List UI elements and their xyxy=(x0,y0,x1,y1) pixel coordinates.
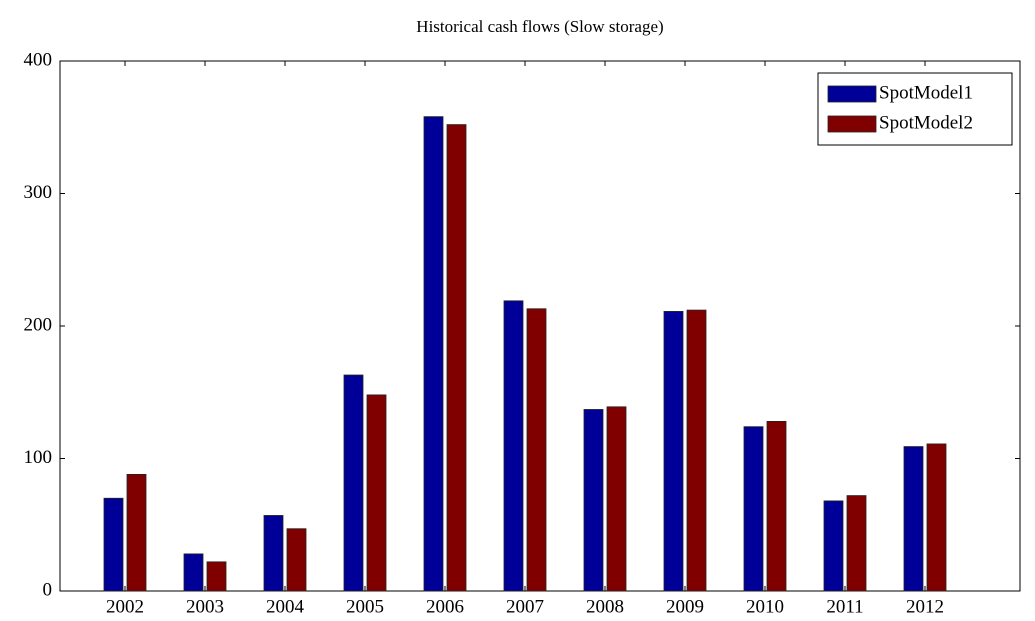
bar xyxy=(686,309,707,592)
y-tick-label: 0 xyxy=(43,579,53,600)
legend-label: SpotModel1 xyxy=(879,82,973,103)
bar xyxy=(503,300,524,592)
bar xyxy=(366,394,387,592)
bar xyxy=(606,406,627,592)
y-tick-label: 100 xyxy=(24,447,53,468)
legend-swatch xyxy=(827,85,877,103)
bar xyxy=(583,409,604,592)
bar xyxy=(526,308,547,592)
x-tick-label: 2012 xyxy=(906,596,944,617)
bar xyxy=(343,374,364,592)
x-tick-label: 2008 xyxy=(586,596,624,617)
bar xyxy=(423,116,444,592)
bar xyxy=(446,124,467,592)
x-tick-label: 2006 xyxy=(426,596,464,617)
bar xyxy=(823,500,844,592)
legend-box xyxy=(817,72,1013,146)
bar xyxy=(743,426,764,592)
legend-label: SpotModel2 xyxy=(879,112,973,133)
bar xyxy=(903,446,924,592)
bar xyxy=(286,528,307,592)
bar xyxy=(766,420,787,592)
x-tick-label: 2002 xyxy=(106,596,144,617)
bar xyxy=(926,443,947,592)
y-tick-label: 200 xyxy=(24,314,53,335)
x-tick-label: 2005 xyxy=(346,596,384,617)
bar xyxy=(103,497,124,592)
x-tick-label: 2003 xyxy=(186,596,224,617)
bar xyxy=(183,553,204,592)
chart-title: Historical cash flows (Slow storage) xyxy=(416,17,663,36)
x-tick-label: 2007 xyxy=(506,596,544,617)
x-tick-label: 2010 xyxy=(746,596,784,617)
x-tick-label: 2004 xyxy=(266,596,305,617)
bar xyxy=(846,495,867,592)
bar xyxy=(663,311,684,592)
x-tick-label: 2011 xyxy=(826,596,863,617)
legend-swatch xyxy=(827,115,877,133)
y-tick-label: 300 xyxy=(24,182,53,203)
bar xyxy=(263,515,284,592)
bar xyxy=(126,473,147,592)
bar xyxy=(206,561,227,592)
x-tick-label: 2009 xyxy=(666,596,704,617)
y-tick-label: 400 xyxy=(24,49,53,70)
